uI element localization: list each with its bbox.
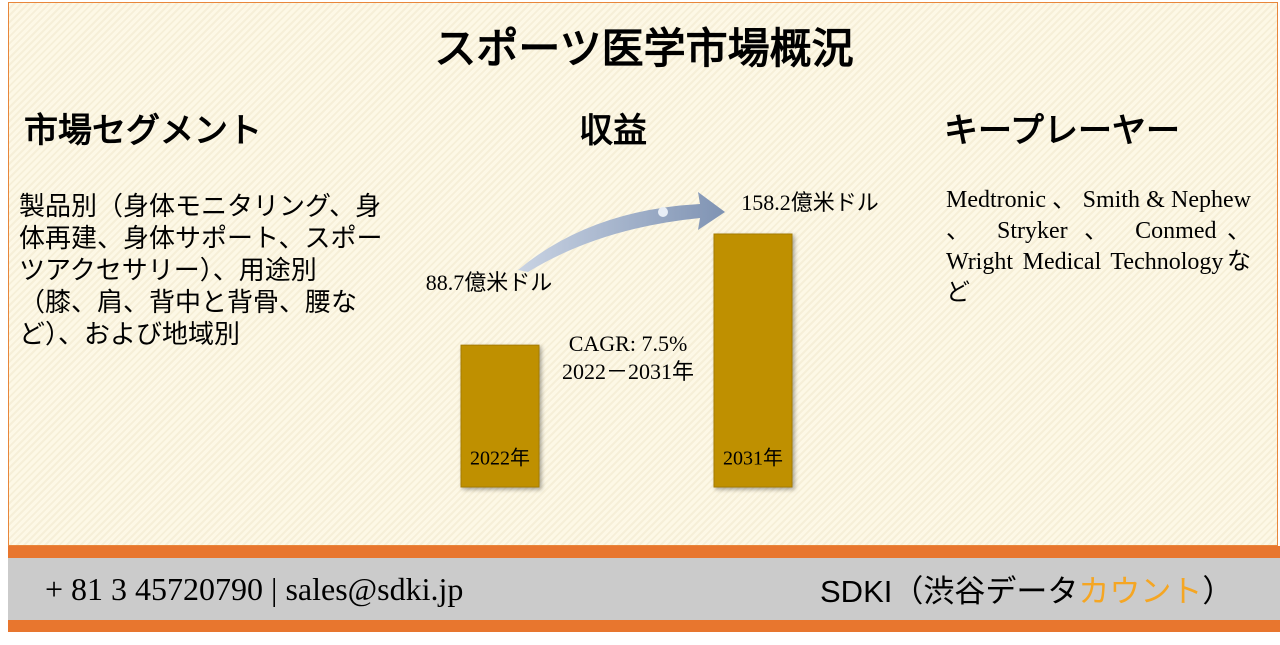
value-label: 158.2億米ドル xyxy=(741,190,879,215)
growth-arrow xyxy=(518,192,725,272)
footer-stripe xyxy=(8,546,1280,558)
revenue-heading: 収益 xyxy=(579,113,647,150)
revenue-chart: 88.7億米ドル 158.2億米ドル CAGR: 7.5% 2022－2031年… xyxy=(426,190,879,488)
brand: SDKI（渋谷データカウント） xyxy=(820,566,1233,611)
segments-heading: 市場セグメント xyxy=(24,113,262,150)
bar xyxy=(460,344,540,488)
value-label: 88.7億米ドル xyxy=(426,270,553,295)
bar xyxy=(713,233,793,488)
title: スポーツ医学市場概況 xyxy=(434,27,854,73)
bar-year: 2031年 xyxy=(723,447,783,470)
segments-text: 製品別（身体モニタリング、身体再建、身体サポート、スポーツアクセサリー）、用途別… xyxy=(19,192,383,349)
footer-stripe xyxy=(8,620,1280,632)
panel: スポーツ医学市場概況 市場セグメント 収益 キープレーヤー 製品別（身体モニタリ… xyxy=(8,2,1278,546)
contact: + 81 3 45720790 | sales@sdki.jp xyxy=(45,571,464,607)
period: 2022－2031年 xyxy=(562,359,694,384)
cagr: CAGR: 7.5% xyxy=(569,331,688,356)
brand-highlight: カウント xyxy=(1078,574,1203,609)
players-heading: キープレーヤー xyxy=(944,113,1180,150)
brand-end: ） xyxy=(1202,574,1234,609)
brand-text: SDKI（渋谷データ xyxy=(820,574,1079,609)
bar-year: 2022年 xyxy=(470,447,530,470)
arrow-dot xyxy=(658,207,668,217)
footer xyxy=(8,558,1280,620)
players-text: Medtronic 、 Smith & Nephew 、 Stryker 、 C… xyxy=(946,187,1251,306)
